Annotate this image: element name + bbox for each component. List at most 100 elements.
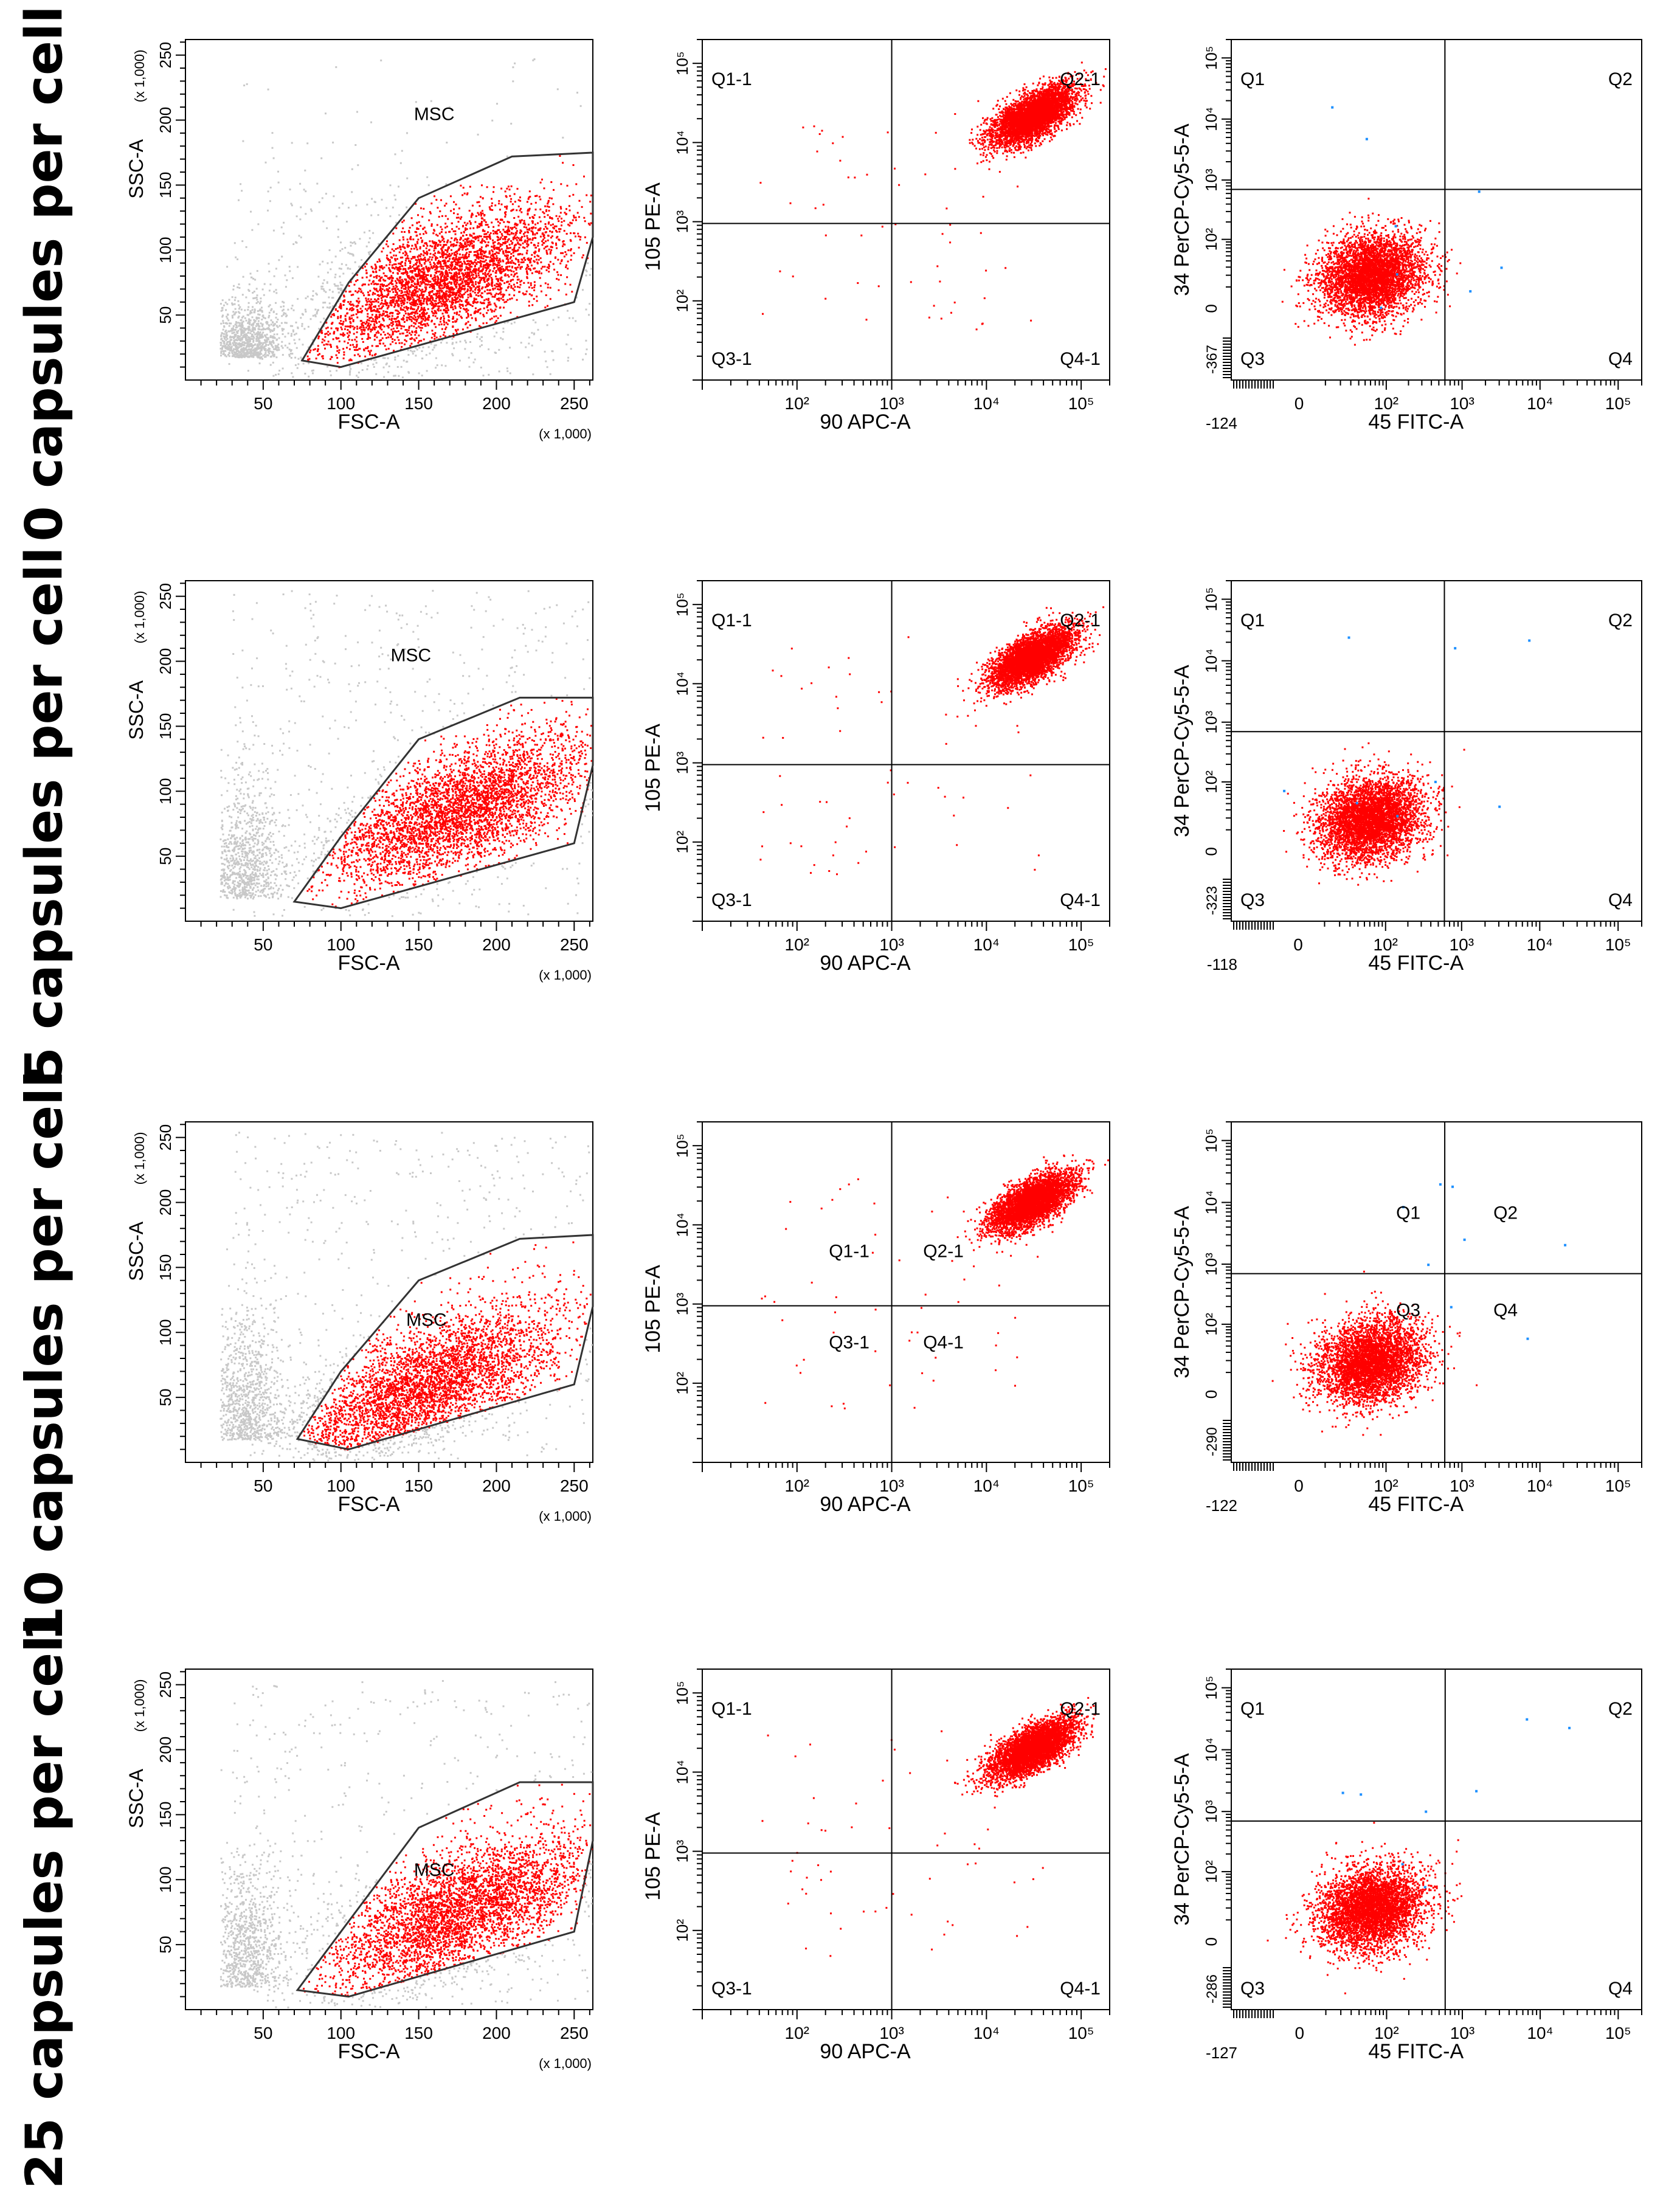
events (759, 61, 1107, 331)
row-3-charts: MSC 50 100 150 200 250 FSC-A (x 1,000) 50 100 150 2… (125, 1669, 1642, 2071)
x-tick-label: 10⁵ (1068, 935, 1094, 954)
quadrant-q4-label: Q4-1 (1060, 349, 1101, 369)
y-axis-label: SSC-A (125, 680, 147, 739)
gate-label: MSC (414, 105, 455, 125)
quadrant-q1-label: Q1-1 (711, 69, 752, 89)
x-tick-label: 10⁴ (1527, 1476, 1553, 1495)
fitc-percp-plot: Q1 Q2 Q3 Q4 0 0 10² 10² 10³ 10³ 10⁴ 10⁴ 10⁵ 10⁵ -124 -3… (1170, 39, 1642, 434)
ungated-events (220, 590, 593, 918)
x-scale-note: (x 1,000) (539, 2056, 592, 2071)
x-axis-label: FSC-A (338, 410, 400, 434)
y-tick-label: 10² (673, 1372, 691, 1395)
gate-label: MSC (406, 1310, 447, 1330)
quadrant-q4-label: Q4 (1608, 349, 1633, 369)
fitc-percp-plot: Q1 Q2 Q3 Q4 0 0 10² 10² 10³ 10³ 10⁴ 10⁴ 10⁵ 10⁵ -118 -3… (1170, 580, 1642, 975)
y-tick-label: 10⁴ (673, 1212, 691, 1237)
gate-label: MSC (390, 646, 431, 666)
quadrant-q2-label: Q2 (1608, 69, 1633, 89)
quadrant-q4-label: Q4-1 (1060, 1979, 1101, 1999)
quadrant-q4-label: Q4-1 (923, 1332, 964, 1352)
y-tick-label: 100 (156, 1867, 175, 1893)
x-tick-label: 250 (560, 935, 589, 954)
scatter-points (759, 61, 1107, 331)
y-axis-label: 105 PE-A (641, 182, 665, 271)
x-axis-label: 45 FITC-A (1368, 952, 1464, 975)
y-tick-label: 10⁵ (1202, 1676, 1220, 1700)
quadrant-q3-label: Q3-1 (829, 1332, 869, 1352)
plot-frame (1231, 1669, 1642, 2010)
events (1283, 742, 1465, 886)
events (1281, 198, 1462, 346)
row-0-charts: MSC 50 100 150 200 250 FSC-A (x 1,000) 50 100 150 2… (125, 39, 1642, 441)
x-tick-label: 10⁴ (1527, 2024, 1553, 2042)
y-min-label: -286 (1204, 1974, 1220, 2004)
y-tick-label: 10⁴ (673, 130, 691, 154)
plot-frame (1231, 1121, 1642, 1463)
quadrant-q2-label: Q2-1 (1060, 610, 1101, 631)
y-axis-label: 105 PE-A (641, 724, 665, 812)
x-tick-label: 100 (327, 2024, 355, 2042)
x-tick-label: 10⁵ (1068, 394, 1094, 413)
x-tick-label: 10⁴ (973, 394, 1000, 413)
y-tick-label: 50 (156, 306, 175, 324)
quadrant-q3-label: Q3 (1396, 1301, 1420, 1321)
x-tick-label: 10³ (1450, 2024, 1474, 2042)
x-tick-label: 100 (327, 394, 355, 413)
msc-gate (300, 151, 594, 368)
y-axis-label: 105 PE-A (641, 1265, 665, 1354)
y-tick-label: 10² (1202, 1860, 1220, 1883)
y-tick-label: 10⁵ (673, 51, 691, 75)
x-scale-note: (x 1,000) (539, 1509, 592, 1524)
y-tick-label: 150 (156, 1802, 175, 1828)
y-tick-label: 250 (156, 1672, 175, 1698)
y-min-label: -367 (1204, 345, 1220, 374)
y-tick-label: 10⁴ (673, 1760, 691, 1784)
y-tick-label: 10² (1202, 1313, 1220, 1336)
x-tick-label: 200 (482, 2024, 511, 2042)
apc-pe-plot: Q1-1 Q2-1 Q3-1 Q4-1 10² 10² 10³ 10³ 10⁴ 10⁴ 10⁵ 10⁵… (641, 39, 1110, 434)
x-scale-note: (x 1,000) (539, 967, 592, 983)
y-tick-label: 10² (673, 289, 691, 313)
quadrant-q3-label: Q3 (1240, 349, 1265, 369)
gate-label: MSC (414, 1860, 455, 1880)
y-tick-label: 100 (156, 778, 175, 804)
y-tick-label: 10² (1202, 770, 1220, 794)
msc-gate (296, 1781, 594, 1998)
x-axis-label: 90 APC-A (820, 1493, 911, 1516)
x-tick-label: 10⁵ (1605, 935, 1631, 954)
y-tick-label: 10³ (1202, 711, 1220, 734)
x-tick-label: 10³ (879, 2024, 904, 2042)
gated-events (306, 155, 592, 368)
y-tick-label: 10³ (1202, 168, 1220, 192)
quadrant-q2-label: Q2 (1493, 1203, 1518, 1223)
x-tick-label: 10³ (879, 935, 904, 954)
x-tick-label: 10² (785, 2024, 809, 2042)
x-tick-label: 150 (404, 935, 433, 954)
y-tick-label: 10⁵ (1202, 587, 1220, 612)
y-tick-label: 10² (673, 1919, 691, 1942)
x-axis-label: FSC-A (338, 2040, 400, 2063)
y-tick-label: 200 (156, 1737, 175, 1763)
x-tick-label: 150 (404, 2024, 433, 2042)
scatter-points (1267, 1718, 1571, 1994)
y-tick-label: 10⁵ (1202, 1129, 1220, 1153)
y-tick-label: 0 (1202, 847, 1220, 856)
x-tick-label: 50 (254, 935, 272, 954)
y-tick-label: 10⁵ (1202, 46, 1220, 70)
x-tick-label: 0 (1293, 935, 1303, 954)
y-tick-label: 10³ (673, 210, 691, 233)
scatter-points (1281, 106, 1503, 346)
plot-frame (702, 1121, 1110, 1463)
scatter-points (761, 1696, 1096, 1957)
scatter-points (1271, 1183, 1567, 1436)
x-axis-label: 90 APC-A (820, 410, 911, 434)
x-tick-label: 10² (785, 1476, 809, 1495)
y-tick-label: 250 (156, 583, 175, 609)
fitc-percp-plot: Q1 Q2 Q3 Q4 0 0 10² 10² 10³ 10³ 10⁴ 10⁴ 10⁵ 10⁵ -127 -2… (1170, 1669, 1642, 2063)
quadrant-q3-label: Q3 (1240, 890, 1265, 910)
y-tick-label: 10³ (673, 1839, 691, 1862)
x-tick-label: 50 (254, 2024, 272, 2042)
row-1-charts: MSC 50 100 150 200 250 FSC-A (x 1,000) 50 100 150 2… (125, 580, 1642, 983)
y-scale-note: (x 1,000) (132, 50, 147, 103)
y-tick-label: 0 (1202, 304, 1220, 313)
